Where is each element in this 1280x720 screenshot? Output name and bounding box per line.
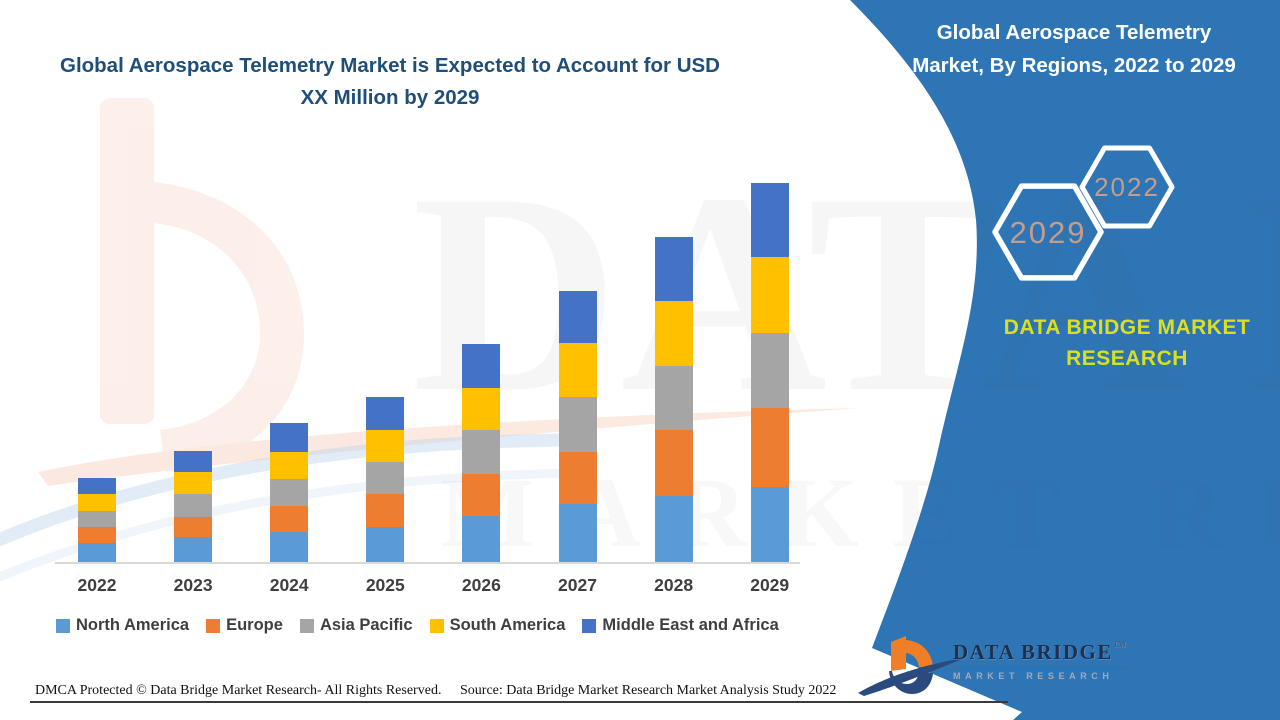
legend-label: Middle East and Africa xyxy=(602,616,779,634)
bar-segment-north-america xyxy=(78,543,116,562)
legend-label: South America xyxy=(449,616,566,634)
bar-segment-north-america xyxy=(270,532,309,562)
bar-segment-middle-east-and-africa xyxy=(462,344,501,388)
watermark-swoosh xyxy=(38,408,860,486)
bar-segment-middle-east-and-africa xyxy=(654,237,693,301)
x-axis-label-2026: 2026 xyxy=(461,575,501,595)
bar-segment-north-america xyxy=(366,527,405,562)
x-axis-label-2029: 2029 xyxy=(750,575,790,595)
bar-segment-asia-pacific xyxy=(78,511,116,527)
legend-item-middle-east-and-africa: Middle East and Africa xyxy=(582,616,779,635)
hexagon-2029 xyxy=(992,183,1104,281)
chart-main-title-line1: Global Aerospace Telemetry Market is Exp… xyxy=(60,54,720,77)
bar-segment-middle-east-and-africa xyxy=(174,451,213,472)
panel-title: Global Aerospace Telemetry Market, By Re… xyxy=(878,16,1270,82)
bar-segment-middle-east-and-africa xyxy=(270,423,309,452)
legend-swatch xyxy=(429,618,444,633)
x-axis-label-2022: 2022 xyxy=(77,575,117,595)
bar-segment-europe xyxy=(78,527,116,543)
x-axis-label-2025: 2025 xyxy=(365,575,405,595)
legend-swatch xyxy=(206,618,221,633)
legend-item-europe: Europe xyxy=(206,616,283,635)
legend-swatch xyxy=(582,618,597,633)
bar-segment-europe xyxy=(174,517,213,537)
x-axis-label-2023: 2023 xyxy=(173,575,213,595)
logo-tagline: MARKET RESEARCH xyxy=(953,671,1114,681)
x-axis-label-2024: 2024 xyxy=(269,575,309,595)
watermark-b-bowl xyxy=(152,182,305,472)
bar-segment-south-america xyxy=(366,430,405,462)
legend-label: North America xyxy=(76,616,190,634)
logo-b-stem xyxy=(891,636,906,671)
bar-segment-asia-pacific xyxy=(654,366,693,430)
bar-segment-south-america xyxy=(558,343,597,397)
legend-item-north-america: North America xyxy=(56,616,189,635)
hexagon-2029-label: 2029 xyxy=(1010,215,1087,250)
bar-segment-europe xyxy=(270,506,309,532)
bar-segment-asia-pacific xyxy=(750,333,789,408)
legend-item-south-america: South America xyxy=(429,616,566,635)
chart-main-title: Global Aerospace Telemetry Market is Exp… xyxy=(20,50,760,114)
logo-trademark: TM xyxy=(1112,640,1126,649)
bar-segment-europe xyxy=(366,494,405,527)
bar-segment-europe xyxy=(462,474,501,516)
bar-segment-north-america xyxy=(174,537,213,562)
bar-segment-asia-pacific xyxy=(174,494,213,517)
bar-segment-north-america xyxy=(462,516,501,562)
brand-text: DATA BRIDGE MARKET RESEARCH xyxy=(962,312,1280,374)
bar-segment-asia-pacific xyxy=(270,479,309,506)
bar-segment-north-america xyxy=(750,487,789,562)
source-note: Source: Data Bridge Market Research Mark… xyxy=(460,683,837,698)
hexagon-2022 xyxy=(1079,145,1175,229)
footer-divider-line xyxy=(30,701,1008,703)
bar-segment-europe xyxy=(558,452,597,504)
logo-b-bowl xyxy=(906,640,933,667)
bar-segment-south-america xyxy=(750,257,789,333)
hexagon-2022-label: 2022 xyxy=(1094,172,1160,202)
bar-segment-asia-pacific xyxy=(558,397,597,452)
dbmr-logo-text: DATA BRIDGETM MARKET RESEARCH xyxy=(953,640,1143,681)
panel-title-line1: Global Aerospace Telemetry xyxy=(936,21,1212,44)
bar-segment-europe xyxy=(654,430,693,496)
legend-swatch xyxy=(299,618,314,633)
legend-item-asia-pacific: Asia Pacific xyxy=(299,616,413,635)
x-axis-label-2027: 2027 xyxy=(558,575,597,595)
bar-segment-south-america xyxy=(270,452,309,479)
logo-d-bowl xyxy=(889,671,933,694)
legend-label: Asia Pacific xyxy=(319,616,413,634)
bar-segment-asia-pacific xyxy=(462,430,501,474)
bar-segment-south-america xyxy=(654,301,693,366)
legend-swatch xyxy=(56,618,70,633)
panel-shape xyxy=(850,0,1280,720)
logo-wordmark: DATA BRIDGETM xyxy=(953,640,1126,668)
bar-segment-south-america xyxy=(174,472,213,494)
bar-segment-north-america xyxy=(654,496,693,562)
chart-main-title-line2: XX Million by 2029 xyxy=(300,86,480,109)
chart-legend: North America Europe Asia Pacific South Ame… xyxy=(56,616,779,635)
panel-title-line2: Market, By Regions, 2022 to 2029 xyxy=(912,54,1236,77)
bar-segment-europe xyxy=(750,408,789,487)
bar-segment-north-america xyxy=(558,504,597,562)
x-axis-line xyxy=(55,562,800,564)
watermark-b-stem xyxy=(100,98,154,424)
bar-segment-middle-east-and-africa xyxy=(366,397,405,430)
bar-segment-asia-pacific xyxy=(366,462,405,494)
bar-segment-south-america xyxy=(462,388,501,430)
bar-segment-middle-east-and-africa xyxy=(558,291,597,343)
dbmr-logo-icon xyxy=(858,636,965,696)
x-axis-label-2028: 2028 xyxy=(654,575,694,595)
dmca-notice: DMCA Protected © Data Bridge Market Rese… xyxy=(35,683,442,698)
bar-segment-middle-east-and-africa xyxy=(78,478,116,494)
brand-text-line2: RESEARCH xyxy=(1066,347,1188,370)
brand-text-line1: DATA BRIDGE MARKET xyxy=(1003,316,1251,339)
logo-swoosh xyxy=(858,658,965,696)
bar-segment-middle-east-and-africa xyxy=(750,183,789,257)
legend-label: Europe xyxy=(226,616,283,634)
bar-segment-south-america xyxy=(78,494,116,511)
